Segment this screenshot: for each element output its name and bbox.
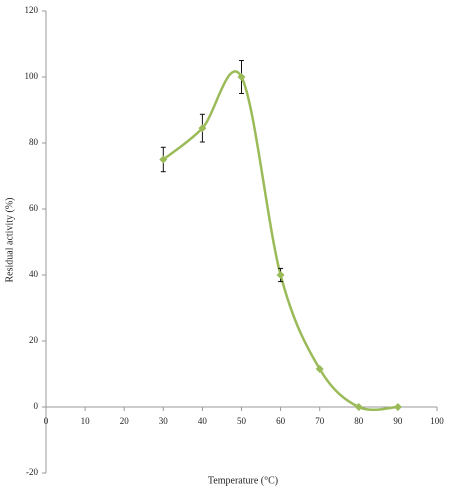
x-tick-label: 90 (393, 416, 403, 426)
marker (393, 403, 402, 411)
x-tick-label: 10 (81, 416, 91, 426)
x-tick-label: 0 (44, 416, 49, 426)
y-tick-label: 40 (29, 269, 39, 279)
x-tick-label: 40 (198, 416, 208, 426)
marker (354, 403, 363, 411)
marker (159, 155, 168, 164)
y-tick-label: 20 (29, 335, 39, 345)
x-tick-label: 50 (237, 416, 247, 426)
y-axis-label: Residual activity (%) (4, 198, 15, 283)
x-tick-label: 100 (430, 416, 444, 426)
x-axis-label: Temperature (°C) (208, 475, 278, 486)
y-tick-label: 120 (25, 5, 39, 15)
x-tick-label: 30 (159, 416, 169, 426)
x-tick-label: 70 (315, 416, 325, 426)
x-tick-label: 20 (120, 416, 130, 426)
marker (276, 271, 285, 279)
y-tick-label: -20 (26, 467, 38, 477)
y-tick-label: 80 (29, 137, 39, 147)
x-tick-label: 60 (276, 416, 286, 426)
marker (198, 124, 207, 133)
x-tick-label: 80 (354, 416, 364, 426)
marker (315, 365, 324, 374)
y-tick-label: 0 (34, 401, 39, 411)
series-line (162, 70, 398, 412)
y-tick-label: 60 (29, 203, 39, 213)
marker (237, 73, 246, 81)
y-tick-label: 100 (25, 71, 39, 81)
